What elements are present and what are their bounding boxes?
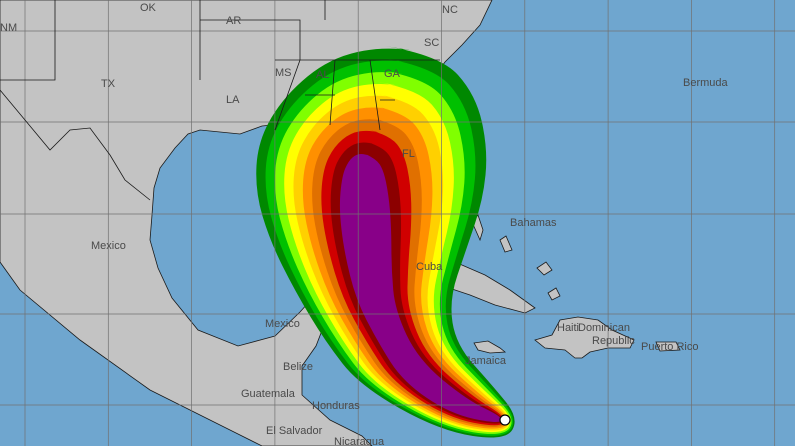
label-nm: NM <box>0 22 17 34</box>
state-borders <box>0 0 440 201</box>
label-ms: MS <box>275 67 292 79</box>
label-haiti: Haiti <box>557 322 579 334</box>
label-dominican: Dominican <box>578 322 630 334</box>
label-jamaica: Jamaica <box>465 355 507 367</box>
label-tx: TX <box>101 78 116 90</box>
label-mexico: Mexico <box>91 240 126 252</box>
label-ar: AR <box>226 15 241 27</box>
label-sc: SC <box>424 37 439 49</box>
label-bahamas: Bahamas <box>510 217 557 229</box>
label-fl: FL <box>402 148 415 160</box>
map-labels: OK AR NC SC MS AL GA LA TX NM FL Bermuda… <box>0 2 729 446</box>
label-ga: GA <box>384 68 401 80</box>
label-puerto-rico: Puerto Rico <box>641 341 698 353</box>
label-bermuda: Bermuda <box>683 77 729 89</box>
label-al: AL <box>316 69 329 81</box>
label-ok: OK <box>140 2 157 14</box>
bahamas-islands <box>471 214 561 301</box>
swath-level-10 <box>339 154 502 423</box>
label-belize: Belize <box>283 361 313 373</box>
label-republic: Republic <box>592 335 635 347</box>
storm-position-icon <box>499 414 511 426</box>
puerto-rico <box>655 341 681 352</box>
label-la: LA <box>226 94 240 106</box>
label-cuba: Cuba <box>416 261 443 273</box>
label-nicaragua: Nicaragua <box>334 436 385 446</box>
label-nc: NC <box>442 4 458 16</box>
label-mexico-yucatan: Mexico <box>265 318 300 330</box>
label-honduras: Honduras <box>312 400 360 412</box>
wind-swath <box>256 46 515 438</box>
label-guatemala: Guatemala <box>241 388 296 400</box>
hispaniola <box>534 316 635 359</box>
jamaica <box>473 340 507 354</box>
label-el-salvador: El Salvador <box>266 425 323 437</box>
